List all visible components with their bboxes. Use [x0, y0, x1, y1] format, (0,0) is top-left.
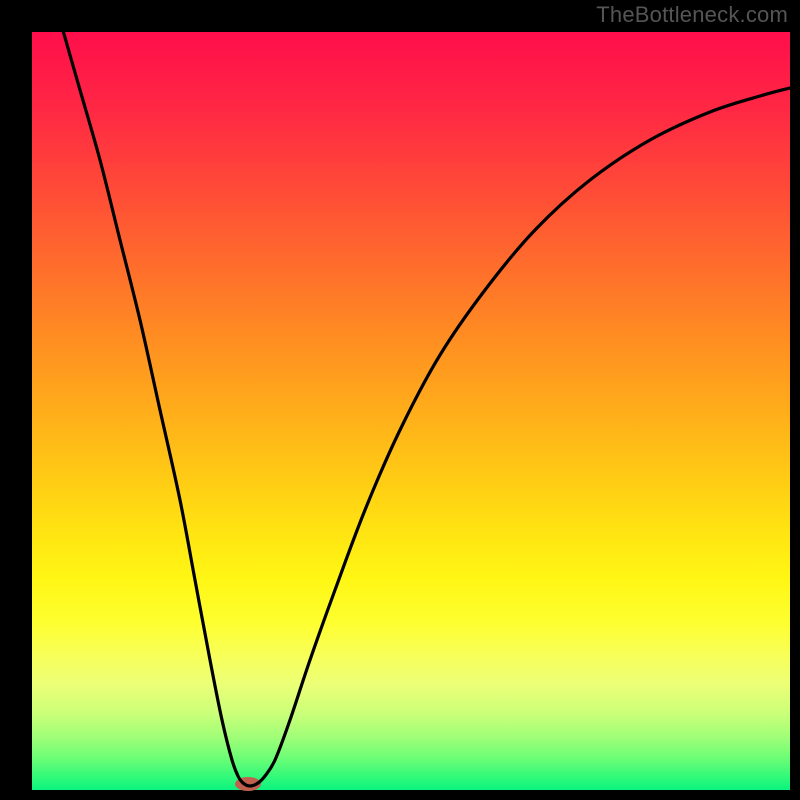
- chart-container: TheBottleneck.com: [0, 0, 800, 800]
- watermark-text: TheBottleneck.com: [596, 2, 788, 28]
- bottleneck-chart: [0, 0, 800, 800]
